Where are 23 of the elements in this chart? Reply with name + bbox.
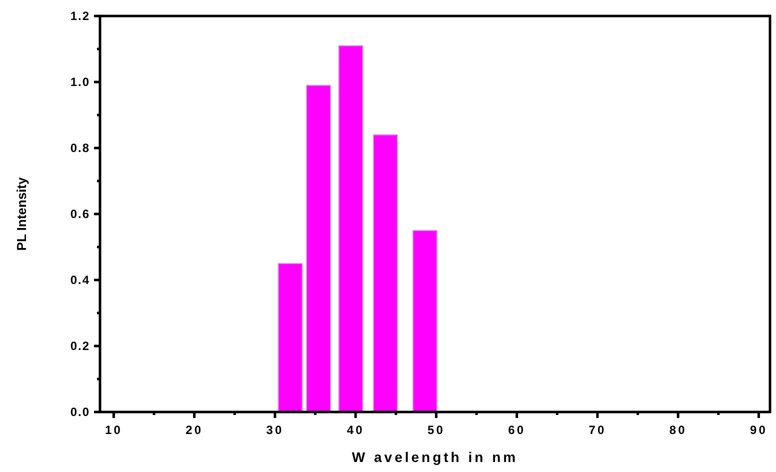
y-tick-label: 0.0 xyxy=(70,405,90,420)
bar xyxy=(338,45,364,412)
bar xyxy=(372,134,398,412)
x-axis-title: W avelength in nm xyxy=(352,449,518,465)
bar xyxy=(306,84,331,412)
bar xyxy=(412,230,438,412)
x-tick-label: 10 xyxy=(105,423,122,437)
x-tick-label: 50 xyxy=(428,423,445,437)
x-tick-label: 20 xyxy=(186,423,204,437)
x-tick-label: 90 xyxy=(750,423,768,437)
y-tick-label: 0.2 xyxy=(70,339,90,354)
x-tick-label: 30 xyxy=(266,423,284,437)
x-tick-label: 80 xyxy=(669,423,687,437)
y-tick-label: 0.6 xyxy=(70,207,90,222)
x-tick-label: 40 xyxy=(346,423,364,437)
y-tick-label: 1.0 xyxy=(70,75,90,90)
y-tick-label: 1.2 xyxy=(70,9,90,24)
y-axis-title: PL Intensity xyxy=(14,176,29,251)
y-tick-label: 0.8 xyxy=(70,141,90,156)
x-tick-label: 60 xyxy=(508,423,526,437)
bar xyxy=(278,263,303,412)
x-tick-label: 70 xyxy=(588,423,606,437)
y-tick-label: 0.4 xyxy=(70,273,90,288)
